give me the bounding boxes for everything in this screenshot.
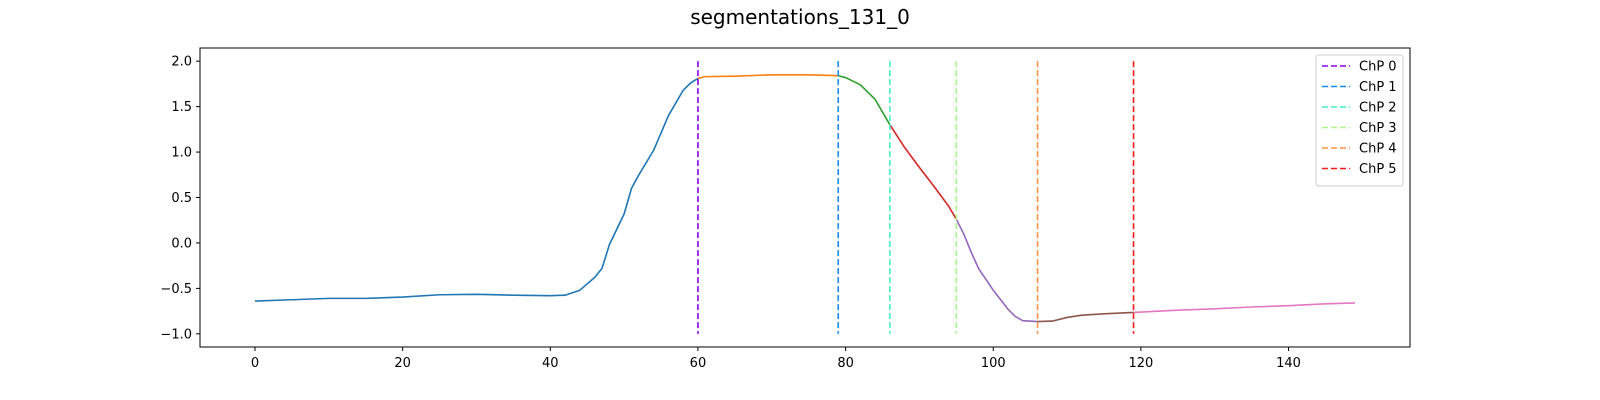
chart-title: segmentations_131_0 [690,5,910,29]
y-tick-label: 2.0 [171,55,192,70]
series-segment-2 [838,74,891,126]
series-segment-5 [1037,311,1134,323]
x-tick-label: 120 [1128,356,1153,371]
x-tick-label: 40 [542,356,559,371]
y-tick-label: 1.0 [171,146,192,161]
y-tick-label: 1.5 [171,100,192,115]
series-segment-3 [889,124,958,220]
axes: 0 20 40 60 80 100 120 140 −1.0 −0.5 0.0 0.5 1.0 1.5 2.… [160,47,1411,371]
legend-label-3: ChP 3 [1359,121,1397,136]
legend-label-2: ChP 2 [1359,101,1397,116]
y-tick-label: −0.5 [160,282,192,297]
y-tick-label: 0.0 [171,236,192,251]
legend-box [1315,54,1404,187]
series-segment-4 [955,218,1038,323]
legend-label-0: ChP 0 [1359,60,1397,75]
x-tick-label: 0 [251,356,259,371]
series-segment-6 [1133,302,1356,314]
x-tick-label: 20 [394,356,411,371]
series-segment-1 [697,74,839,80]
x-tick-label: 140 [1276,356,1301,371]
legend-label-4: ChP 4 [1359,142,1397,157]
y-tick-label: −1.0 [160,327,192,342]
x-tick-label: 60 [690,356,707,371]
plot-frame [199,47,1411,348]
y-tick-label: 0.5 [171,191,192,206]
legend-label-5: ChP 5 [1359,162,1397,177]
legend-label-1: ChP 1 [1359,80,1397,95]
legend: ChP 0 ChP 1 ChP 2 ChP 3 ChP 4 ChP 5 [1315,54,1404,187]
plot-area [254,61,1356,334]
x-tick-label: 100 [981,356,1006,371]
series-segment-0 [254,77,699,302]
x-tick-label: 80 [837,356,854,371]
